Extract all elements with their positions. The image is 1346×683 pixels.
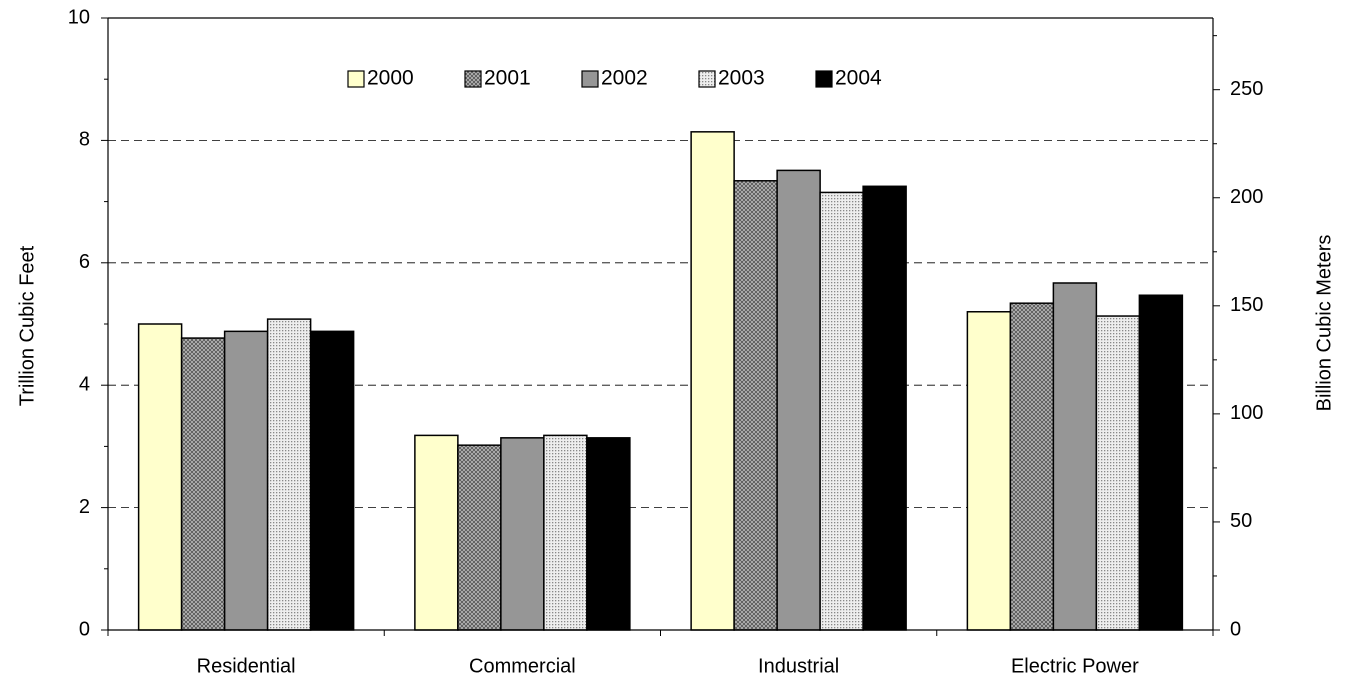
y-tick-label-right: 200 xyxy=(1230,186,1263,208)
bar-2002-residential xyxy=(223,330,269,631)
y-axis-title-right: Billion Cubic Meters xyxy=(1313,235,1335,412)
legend-swatch-2000 xyxy=(347,70,365,88)
bar-2003-commercial xyxy=(543,434,588,631)
y-tick-label-right: 0 xyxy=(1230,618,1241,640)
legend-label-2001: 2001 xyxy=(484,67,531,90)
bar-2002-industrial xyxy=(776,169,821,631)
y-tick-label-right: 100 xyxy=(1230,402,1263,424)
bar-2001-industrial xyxy=(733,180,778,631)
y-tick-label-left: 10 xyxy=(68,6,90,28)
bar-2002-electric-power xyxy=(1052,282,1098,631)
x-tick-label: Industrial xyxy=(758,655,839,677)
y-axis-title-left: Trillion Cubic Feet xyxy=(16,245,38,406)
y-tick-label-right: 150 xyxy=(1230,294,1263,316)
bar-2003-electric-power xyxy=(1095,315,1141,631)
legend-label-2000: 2000 xyxy=(367,67,414,90)
y-tick-label-left: 0 xyxy=(79,618,90,640)
y-tick-label-left: 2 xyxy=(79,496,90,518)
y-tick-label-right: 250 xyxy=(1230,78,1263,100)
bar-2004-industrial xyxy=(862,185,907,631)
legend-label-2004: 2004 xyxy=(835,67,882,90)
legend: 2000 2001 2002 2003 2004 xyxy=(347,67,882,90)
y-tick-label-left: 4 xyxy=(79,373,90,395)
legend-swatch-2003 xyxy=(698,70,716,88)
x-tick-label: Commercial xyxy=(469,655,576,677)
bar-2004-electric-power xyxy=(1138,294,1184,631)
legend-swatch-2004 xyxy=(815,70,833,88)
bar-2003-industrial xyxy=(819,191,864,631)
y-tick-label-left: 6 xyxy=(79,251,90,273)
bar-2000-electric-power xyxy=(966,311,1012,631)
legend-swatch-2002 xyxy=(581,70,599,88)
bar-2003-residential xyxy=(266,318,312,631)
bar-2002-commercial xyxy=(500,437,545,631)
legend-swatch-2001 xyxy=(464,70,482,88)
bar-2004-commercial xyxy=(586,437,631,631)
legend-label-2002: 2002 xyxy=(601,67,648,90)
bar-2000-residential xyxy=(137,323,183,631)
bar-2004-residential xyxy=(309,330,355,631)
x-tick-label: Electric Power xyxy=(1011,655,1139,677)
bar-2000-industrial xyxy=(690,131,735,631)
bar-2001-commercial xyxy=(457,444,502,631)
x-tick-label: Residential xyxy=(197,655,296,677)
y-tick-label-left: 8 xyxy=(79,129,90,151)
left-axis-ticks: 0 2 4 6 8 10 xyxy=(68,6,108,640)
legend-label-2003: 2003 xyxy=(718,67,765,90)
bars xyxy=(137,131,1184,631)
right-axis-ticks: 0 50 100 150 200 250 xyxy=(1213,35,1263,640)
y-tick-label-right: 50 xyxy=(1230,510,1252,532)
bar-2001-residential xyxy=(180,337,226,631)
bar-2000-commercial xyxy=(414,434,459,631)
bar-2001-electric-power xyxy=(1009,302,1055,631)
x-axis-labels: Residential Commercial Industrial Electric … xyxy=(107,630,1214,677)
